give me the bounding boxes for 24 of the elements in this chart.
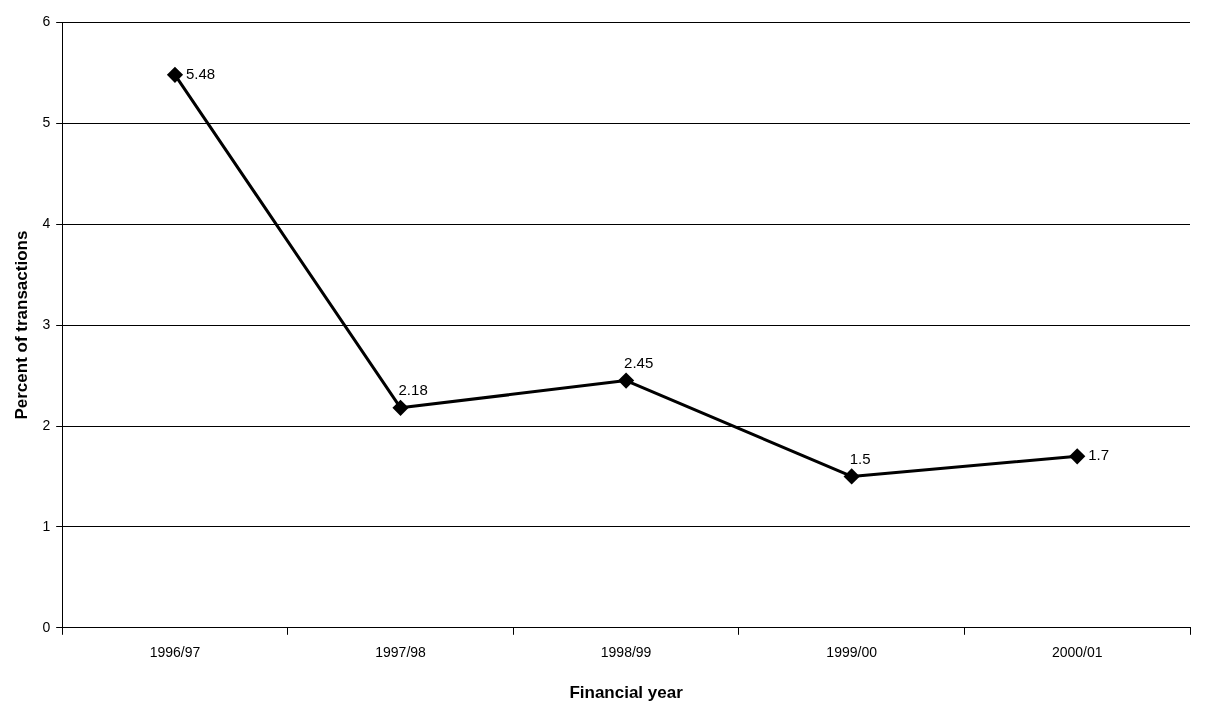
y-tick-label: 0 <box>42 618 51 635</box>
data-label: 5.48 <box>185 65 216 83</box>
y-tick-label: 2 <box>42 416 51 433</box>
y-tick-label: 4 <box>42 215 51 232</box>
y-tick-label: 1 <box>42 517 51 534</box>
data-label: 2.18 <box>398 381 428 399</box>
point <box>1069 448 1085 464</box>
x-tick-label: 2000/01 <box>1051 644 1103 661</box>
y-tick-label: 5 <box>42 114 51 131</box>
y-tick-label: 6 <box>42 13 51 30</box>
y-tick-label: 3 <box>42 315 51 332</box>
x-tick-label: 1998/99 <box>600 644 652 661</box>
data-label: 1.5 <box>849 450 871 468</box>
x-tick-label: 1999/00 <box>826 644 878 661</box>
x-tick-label: 1996/97 <box>149 644 201 661</box>
point <box>844 468 860 484</box>
data-label: 1.7 <box>1088 446 1110 464</box>
y-axis-title: Percent of transactions <box>11 230 31 420</box>
point <box>393 400 409 416</box>
x-tick-label: 1997/98 <box>375 644 427 661</box>
data-label: 2.45 <box>624 354 654 372</box>
point <box>167 67 183 83</box>
x-axis-title: Financial year <box>569 683 684 703</box>
point <box>618 373 634 389</box>
